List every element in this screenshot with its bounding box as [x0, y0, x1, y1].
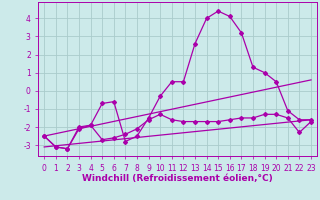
X-axis label: Windchill (Refroidissement éolien,°C): Windchill (Refroidissement éolien,°C) [82, 174, 273, 183]
